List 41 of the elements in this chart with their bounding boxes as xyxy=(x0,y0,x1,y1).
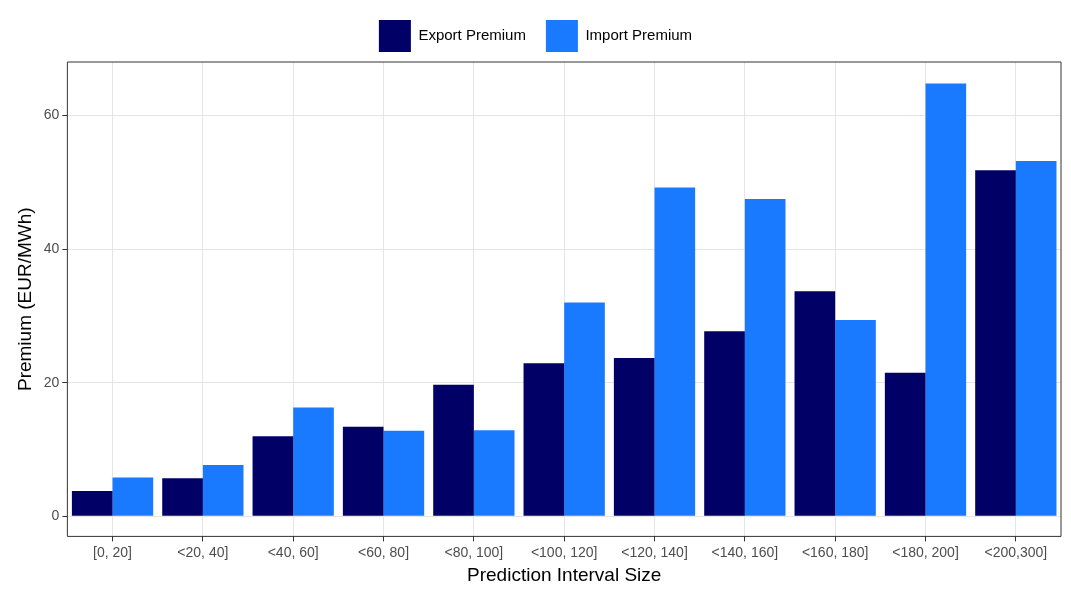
bar xyxy=(433,384,474,516)
x-axis-title: Prediction Interval Size xyxy=(467,563,662,585)
legend-label: Import Premium xyxy=(585,26,693,44)
bar xyxy=(975,170,1016,516)
bar xyxy=(613,358,655,516)
bar xyxy=(1015,160,1057,516)
bar xyxy=(835,319,876,516)
x-tick-label: <120, 140] xyxy=(621,543,688,560)
x-tick-label: <180, 200] xyxy=(892,543,959,560)
bar xyxy=(473,430,515,516)
bar xyxy=(112,477,154,516)
bar xyxy=(744,198,786,516)
bar xyxy=(252,436,294,516)
x-tick-label: <40, 60] xyxy=(267,543,319,560)
y-tick-label: 0 xyxy=(51,507,60,524)
bar xyxy=(162,478,203,516)
bar xyxy=(71,490,113,516)
x-tick-label: <160, 180] xyxy=(801,543,869,560)
x-tick-label: <60, 80] xyxy=(358,543,410,560)
legend-label: Export Premium xyxy=(418,26,526,44)
y-axis-title: Premium (EUR/MWh) xyxy=(13,207,35,392)
x-tick-label: [0, 20] xyxy=(93,543,132,560)
x-tick-label: <100, 120] xyxy=(530,543,598,560)
bar xyxy=(654,187,696,516)
bar xyxy=(202,464,244,516)
y-tick-label: 40 xyxy=(43,239,60,256)
y-tick-label: 20 xyxy=(43,373,60,390)
x-tick-label: <200,300] xyxy=(984,543,1048,560)
bar xyxy=(925,83,967,516)
bar xyxy=(884,372,926,516)
x-tick-label: <140, 160] xyxy=(711,543,779,560)
x-tick-label: <80, 100] xyxy=(444,543,504,560)
bar xyxy=(342,426,384,516)
y-tick-label: 60 xyxy=(43,106,60,123)
bar xyxy=(523,363,565,516)
bar xyxy=(704,331,745,516)
bar xyxy=(383,430,425,516)
bar xyxy=(564,302,605,516)
bar xyxy=(794,291,836,516)
x-tick-label: <20, 40] xyxy=(177,543,229,560)
bar xyxy=(293,407,334,516)
